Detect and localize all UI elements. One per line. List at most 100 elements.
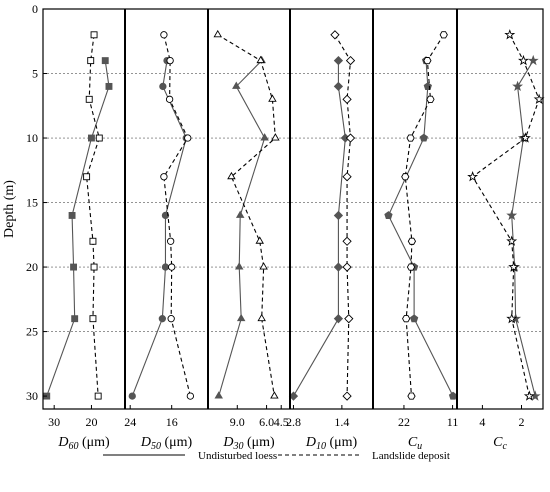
undisturbed-loess-line — [511, 60, 536, 397]
landslide-deposit-line — [471, 34, 540, 397]
panel-5 — [384, 31, 458, 400]
triangle-marker — [268, 94, 277, 102]
undisturbed-loess-line — [46, 60, 110, 397]
diamond-marker — [342, 236, 352, 246]
panel-2 — [128, 31, 195, 400]
triangle-marker — [235, 210, 245, 218]
diamond-marker — [333, 210, 344, 221]
star-marker — [527, 54, 539, 66]
pentagon-marker — [423, 82, 432, 90]
x-tick-label: 4.5 — [274, 415, 289, 429]
y-tick-label: 30 — [26, 389, 38, 403]
square-marker — [70, 263, 78, 271]
triangle-marker — [234, 262, 244, 270]
diamond-marker — [342, 172, 352, 182]
y-tick-label: 0 — [32, 2, 38, 16]
triangle-marker — [259, 262, 268, 270]
circle-marker — [168, 263, 176, 271]
circle-marker — [165, 95, 174, 103]
hexagon-marker — [426, 95, 435, 103]
circle-marker — [160, 31, 168, 39]
star-marker — [467, 171, 479, 182]
y-tick-label: 15 — [26, 196, 38, 210]
circle-marker — [161, 263, 170, 271]
star-marker — [506, 209, 518, 221]
y-tick-label: 25 — [26, 325, 38, 339]
square-marker — [87, 57, 95, 65]
x-axis-label: D10 (μm) — [305, 435, 358, 452]
triangle-marker — [214, 391, 223, 399]
x-tick-label: 24 — [124, 415, 136, 429]
star-marker — [508, 261, 520, 272]
circle-marker — [184, 134, 192, 142]
gridlines — [43, 73, 543, 332]
square-marker — [95, 134, 103, 142]
square-marker — [89, 315, 97, 323]
circle-marker — [166, 237, 175, 245]
landslide-deposit-line — [217, 34, 276, 397]
triangle-marker — [236, 313, 246, 322]
panel-frames — [42, 8, 544, 410]
triangle-marker — [213, 29, 223, 38]
x-tick-label: 4 — [479, 415, 485, 429]
star-marker — [518, 54, 529, 66]
square-marker — [94, 392, 102, 400]
y-axis-label: Depth (m) — [2, 180, 17, 238]
hexagon-marker — [439, 31, 448, 39]
diamond-marker — [330, 30, 340, 40]
hexagon-marker — [407, 237, 417, 245]
pentagon-marker — [419, 133, 428, 142]
circle-marker — [186, 392, 195, 400]
pentagon-marker — [409, 314, 419, 323]
square-marker — [90, 31, 98, 39]
pentagon-marker — [384, 211, 393, 219]
x-tick-label: 6.0 — [259, 415, 274, 429]
diamond-marker — [333, 314, 344, 324]
square-marker — [88, 134, 95, 142]
triangle-marker — [232, 81, 241, 89]
legend: Undisturbed loess Landslide deposit — [103, 450, 450, 462]
circle-marker — [167, 315, 175, 323]
plot-frame — [42, 8, 544, 410]
y-tick-label: 5 — [32, 67, 38, 81]
star-marker — [533, 93, 545, 104]
panel-6 — [467, 29, 545, 401]
star-marker — [512, 80, 524, 92]
diamond-marker — [342, 262, 352, 272]
square-marker — [90, 263, 98, 271]
landslide-deposit-line — [163, 34, 191, 397]
x-axis-label: D50 (μm) — [140, 435, 193, 452]
diamond-marker — [344, 314, 354, 324]
x-tick-label: 20 — [85, 415, 97, 429]
diamond-marker — [333, 55, 344, 66]
star-marker — [523, 390, 535, 401]
x-tick-label: 16 — [166, 415, 178, 429]
x-axis-label: D60 (μm) — [57, 435, 110, 452]
square-marker — [68, 212, 76, 219]
x-tick-label: 30 — [48, 415, 60, 429]
landslide-deposit-line — [334, 34, 352, 397]
hexagon-marker — [423, 57, 432, 65]
star-marker — [506, 312, 518, 324]
diamond-marker — [333, 81, 344, 92]
circle-marker — [159, 82, 167, 91]
diamond-marker — [345, 55, 356, 66]
star-marker — [519, 132, 531, 143]
diamond-marker — [342, 391, 352, 401]
y-tick-label: 20 — [26, 260, 38, 274]
circle-marker — [160, 173, 168, 181]
square-marker — [105, 82, 113, 90]
panel-3 — [213, 29, 280, 399]
undisturbed-loess-line — [292, 60, 346, 397]
x-tick-label: 1.4 — [334, 415, 349, 429]
square-marker — [101, 57, 109, 65]
y-tick-label: 10 — [26, 131, 38, 145]
x-axis-label: Cc — [493, 435, 507, 452]
triangle-marker — [260, 133, 269, 141]
triangle-marker — [227, 171, 236, 180]
x-axis-label: D30 (μm) — [222, 435, 275, 452]
diamond-marker — [342, 94, 352, 104]
diamond-marker — [345, 133, 356, 143]
